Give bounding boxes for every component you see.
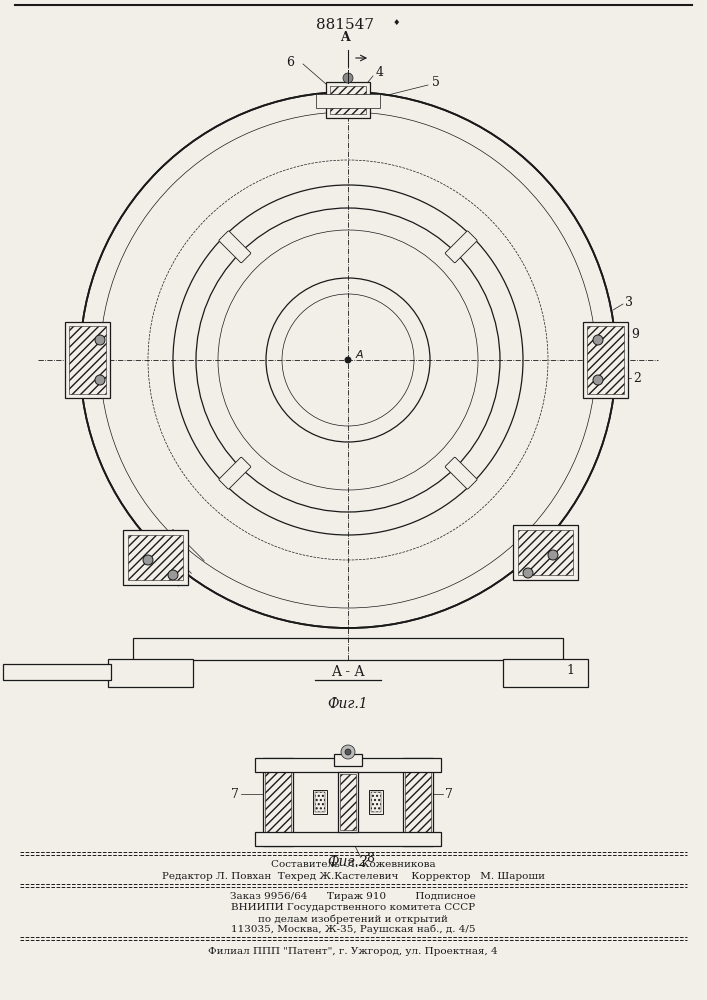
Text: A: A (356, 350, 363, 360)
Bar (263, 758, 293, 846)
Bar (316, 94, 380, 108)
FancyBboxPatch shape (445, 457, 477, 489)
Bar (587, 326, 624, 394)
FancyBboxPatch shape (219, 457, 251, 489)
Bar (69, 326, 106, 394)
Text: 2: 2 (633, 371, 641, 384)
Text: Составитель  Л. Кожевникова: Составитель Л. Кожевникова (271, 860, 436, 869)
Text: 6: 6 (286, 55, 294, 68)
Text: Заказ 9956/64      Тираж 910         Подписное: Заказ 9956/64 Тираж 910 Подписное (230, 892, 476, 901)
Text: ♦: ♦ (393, 18, 400, 27)
Bar (65, 322, 110, 398)
Bar (326, 82, 370, 118)
Bar (3, 664, 111, 680)
Bar (313, 790, 327, 814)
FancyArrowPatch shape (160, 542, 192, 573)
Text: 5: 5 (432, 76, 440, 89)
Circle shape (593, 335, 603, 345)
FancyArrowPatch shape (173, 529, 204, 561)
Circle shape (95, 335, 105, 345)
Bar (133, 638, 563, 660)
FancyBboxPatch shape (219, 231, 251, 263)
Bar (255, 832, 441, 846)
Text: 8: 8 (366, 852, 374, 864)
Circle shape (80, 92, 616, 628)
Circle shape (345, 357, 351, 363)
Text: Фиг.1: Фиг.1 (327, 697, 368, 711)
Text: 3: 3 (625, 296, 633, 308)
Bar (330, 86, 366, 114)
Bar (503, 659, 588, 687)
Text: 1: 1 (566, 664, 574, 676)
Bar (340, 774, 356, 830)
Circle shape (523, 568, 533, 578)
Circle shape (143, 555, 153, 565)
Bar (108, 659, 193, 687)
Text: 4: 4 (376, 66, 384, 79)
Text: 113035, Москва, Ж-35, Раушская наб., д. 4/5: 113035, Москва, Ж-35, Раушская наб., д. … (230, 925, 475, 934)
Text: 7: 7 (445, 788, 453, 800)
Bar (583, 322, 628, 398)
Bar (315, 792, 325, 812)
FancyBboxPatch shape (445, 231, 477, 263)
Circle shape (345, 749, 351, 755)
Text: 881547: 881547 (316, 18, 374, 32)
Bar (128, 535, 183, 580)
Circle shape (95, 375, 105, 385)
Bar (334, 754, 362, 766)
Bar (265, 760, 291, 844)
Text: ВНИИПИ Государственного комитета СССР: ВНИИПИ Государственного комитета СССР (231, 903, 475, 912)
Text: по делам изобретений и открытий: по делам изобретений и открытий (258, 914, 448, 924)
Circle shape (343, 73, 353, 83)
Bar (405, 760, 431, 844)
Text: Фиг.2: Фиг.2 (327, 855, 368, 869)
Text: 9: 9 (631, 328, 639, 342)
Text: Филиал ППП "Патент", г. Ужгород, ул. Проектная, 4: Филиал ППП "Патент", г. Ужгород, ул. Про… (208, 947, 498, 956)
Bar (369, 790, 383, 814)
Text: Редактор Л. Повхан  Техред Ж.Кастелевич    Корректор   М. Шароши: Редактор Л. Повхан Техред Ж.Кастелевич К… (161, 872, 544, 881)
Bar (518, 530, 573, 575)
Bar (255, 758, 441, 772)
Bar (371, 792, 381, 812)
Circle shape (548, 550, 558, 560)
Text: A: A (340, 31, 350, 44)
Circle shape (593, 375, 603, 385)
Bar (513, 525, 578, 580)
FancyArrowPatch shape (147, 555, 179, 586)
Circle shape (341, 745, 355, 759)
Bar (338, 772, 358, 832)
Circle shape (168, 570, 178, 580)
Bar (403, 758, 433, 846)
Text: A - A: A - A (332, 665, 365, 679)
Bar (123, 530, 188, 585)
Text: 7: 7 (231, 788, 239, 800)
